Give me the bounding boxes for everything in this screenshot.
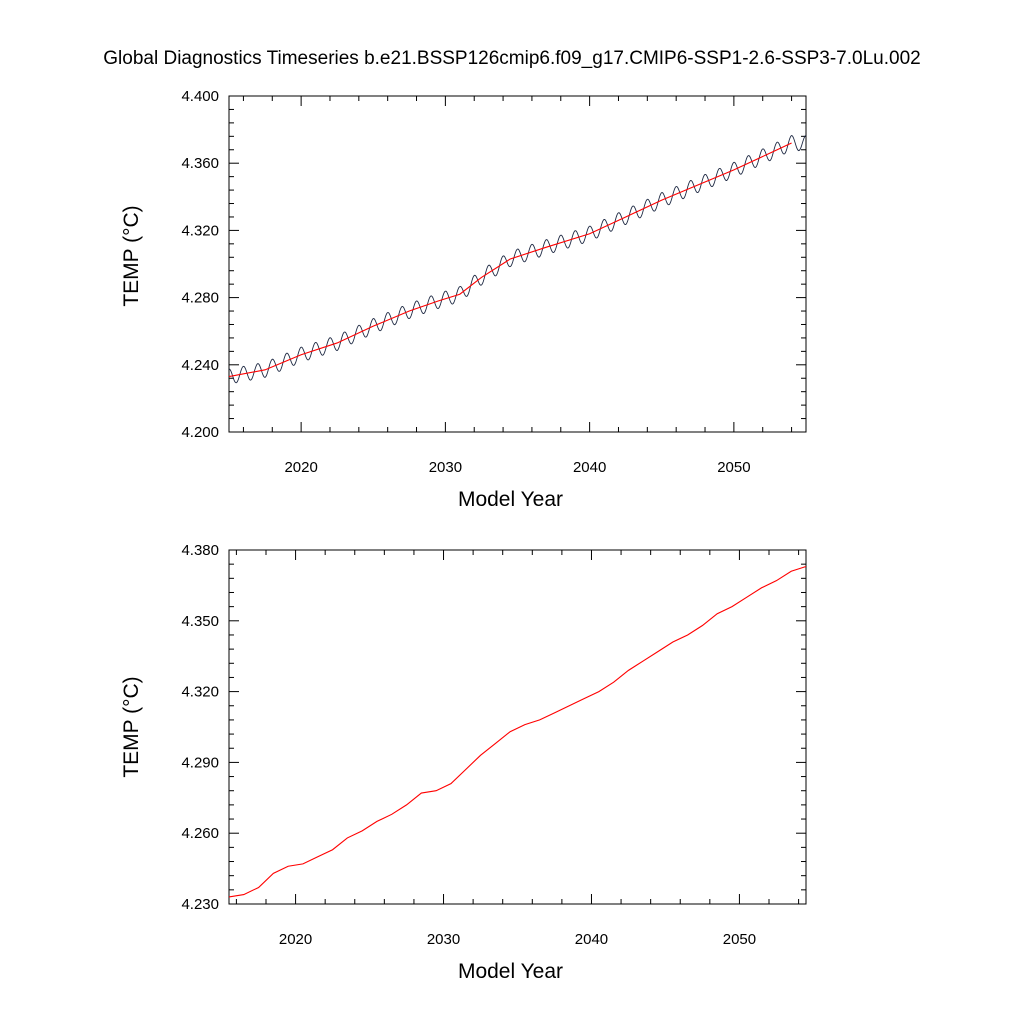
panel-1: 2020 2030 2040 2050 4.200 4.240 4.280 4.320 4.36… [120, 88, 807, 511]
y-tick-label: 4.320 [181, 684, 219, 701]
x-axis-title: Model Year [458, 488, 563, 511]
figure-title: Global Diagnostics Timeseries b.e21.BSSP… [103, 48, 920, 69]
y-tick-label: 4.320 [181, 222, 219, 239]
x-tick-label: 2040 [573, 459, 606, 476]
y-axis-title: TEMP (°C) [120, 676, 143, 777]
x-tick-label: 2020 [284, 459, 317, 476]
x-tick-label: 2020 [279, 931, 312, 948]
plot-frame [228, 95, 807, 433]
x-tick-label: 2050 [717, 459, 750, 476]
panel-2: 2020 2030 2040 2050 4.230 4.260 4.290 4.320 4.35… [120, 542, 807, 983]
y-tick-label: 4.240 [181, 357, 219, 374]
x-tick-label: 2040 [575, 931, 608, 948]
y-tick-label: 4.200 [181, 424, 219, 441]
series-line-monthly [228, 134, 807, 384]
plot-frame [228, 549, 807, 905]
y-axis-title: TEMP (°C) [120, 205, 143, 306]
x-tick-label: 2030 [429, 459, 462, 476]
series-line-annual [228, 142, 792, 378]
y-tick-label: 4.290 [181, 754, 219, 771]
y-tick-label: 4.230 [181, 896, 219, 913]
series-line-annual [228, 565, 807, 898]
y-tick-label: 4.360 [181, 155, 219, 172]
x-axis-title: Model Year [458, 960, 563, 983]
y-tick-label: 4.350 [181, 613, 219, 630]
y-tick-label: 4.400 [181, 88, 219, 105]
y-tick-label: 4.380 [181, 542, 219, 559]
y-tick-label: 4.260 [181, 825, 219, 842]
y-tick-label: 4.280 [181, 290, 219, 307]
x-tick-label: 2030 [427, 931, 460, 948]
x-tick-label: 2050 [723, 931, 756, 948]
